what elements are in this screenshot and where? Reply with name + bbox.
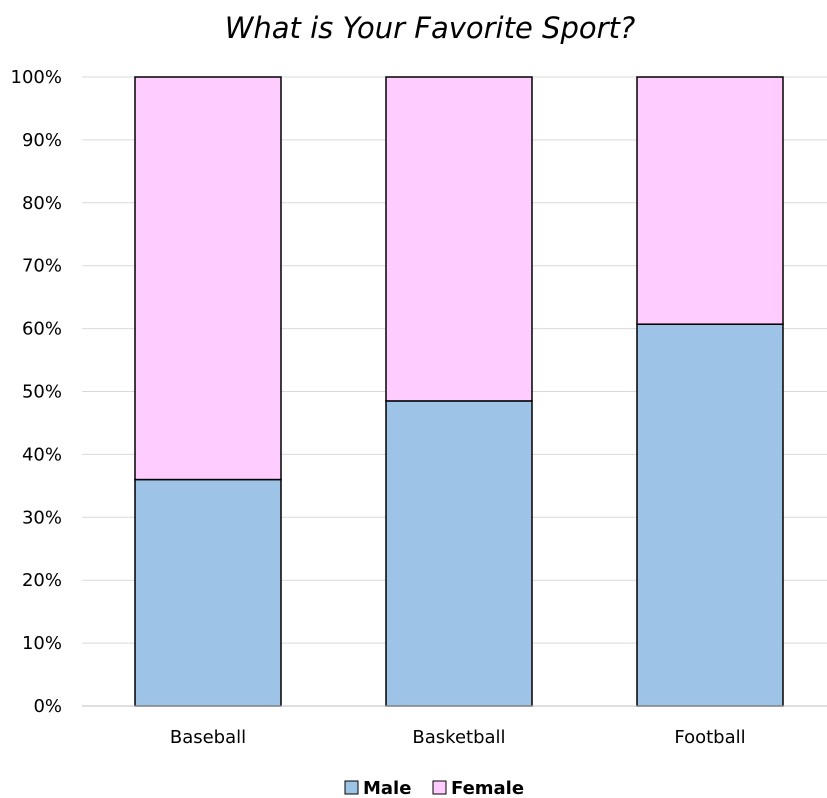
chart-title: What is Your Favorite Sport?	[225, 11, 636, 45]
legend-label-male: Male	[363, 778, 411, 798]
y-tick-label: 90%	[22, 130, 62, 151]
legend-label-female: Female	[451, 778, 524, 798]
y-tick-label: 60%	[22, 319, 62, 340]
x-category-label: Basketball	[412, 727, 505, 748]
y-tick-label: 40%	[22, 444, 62, 465]
x-axis-category-labels: Baseball Basketball Football	[170, 727, 746, 748]
x-category-label: Baseball	[170, 727, 246, 748]
bar-female-basketball	[385, 76, 533, 402]
legend: Male Female	[344, 778, 524, 798]
bars	[134, 76, 784, 707]
y-tick-label: 70%	[22, 256, 62, 277]
y-axis-tick-labels: 0% 10% 20% 30% 40% 50% 60% 70% 80% 90% 100%	[11, 67, 62, 717]
y-tick-label: 10%	[22, 633, 62, 654]
y-tick-label: 100%	[11, 67, 62, 88]
bar-female-football	[636, 76, 784, 325]
bar-male-baseball	[134, 478, 282, 707]
x-category-label: Football	[674, 727, 745, 748]
legend-swatch-female	[432, 780, 447, 795]
y-tick-label: 20%	[22, 570, 62, 591]
legend-swatch-male	[344, 780, 359, 795]
bar-male-basketball	[385, 400, 533, 707]
y-tick-label: 0%	[33, 696, 62, 717]
bar-female-baseball	[134, 76, 282, 481]
y-tick-label: 30%	[22, 507, 62, 528]
bar-male-football	[636, 323, 784, 707]
y-tick-label: 80%	[22, 193, 62, 214]
y-tick-label: 50%	[22, 382, 62, 403]
